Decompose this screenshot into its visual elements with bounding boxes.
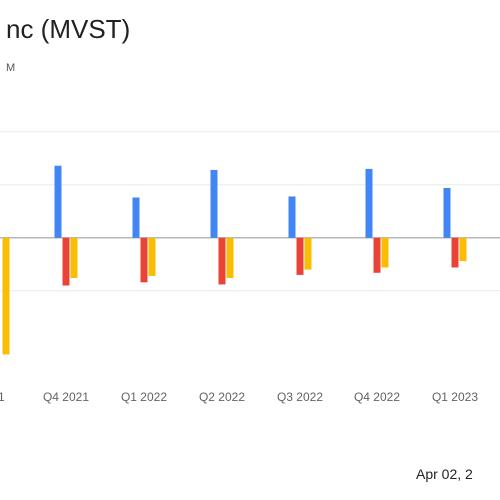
bar-group (132, 197, 156, 283)
bar (365, 168, 373, 238)
bar-group (2, 237, 10, 355)
bar (218, 237, 226, 285)
chart-title: nc (MVST) (6, 14, 131, 44)
bar (140, 237, 148, 283)
x-tick-label: 21 (0, 390, 5, 404)
bar-group (365, 168, 389, 273)
bar (54, 165, 62, 238)
bar (132, 197, 140, 238)
bar-group (443, 187, 467, 268)
bar (373, 237, 381, 273)
bar-group (54, 165, 78, 286)
bar (2, 237, 10, 355)
x-tick-label: Q4 2021 (43, 390, 89, 404)
bars (2, 165, 467, 355)
bar (304, 237, 312, 270)
bar (296, 237, 304, 275)
as-of-date: Apr 02, 2 (416, 466, 473, 482)
x-tick-label: Q1 2022 (121, 390, 167, 404)
bar (226, 237, 234, 279)
bar (451, 237, 459, 268)
x-tick-label: Q3 2022 (277, 390, 323, 404)
chart-subtitle: M (6, 62, 16, 74)
x-tick-label: Q4 2022 (354, 390, 400, 404)
grid-lines (0, 131, 500, 292)
bar (443, 187, 451, 238)
bar (381, 237, 389, 268)
x-tick-label: Q2 2022 (199, 390, 245, 404)
bar-group (210, 169, 234, 285)
bar (288, 196, 296, 238)
bar (148, 237, 156, 276)
bar (210, 169, 218, 238)
bar (70, 237, 78, 279)
bar-group (288, 196, 312, 275)
bar (459, 237, 467, 262)
x-tick-labels: 21 Q4 2021 Q1 2022 Q2 2022 Q3 2022 Q4 2022 Q1 … (0, 390, 478, 404)
bar (62, 237, 70, 286)
x-tick-label: Q1 2023 (432, 390, 478, 404)
